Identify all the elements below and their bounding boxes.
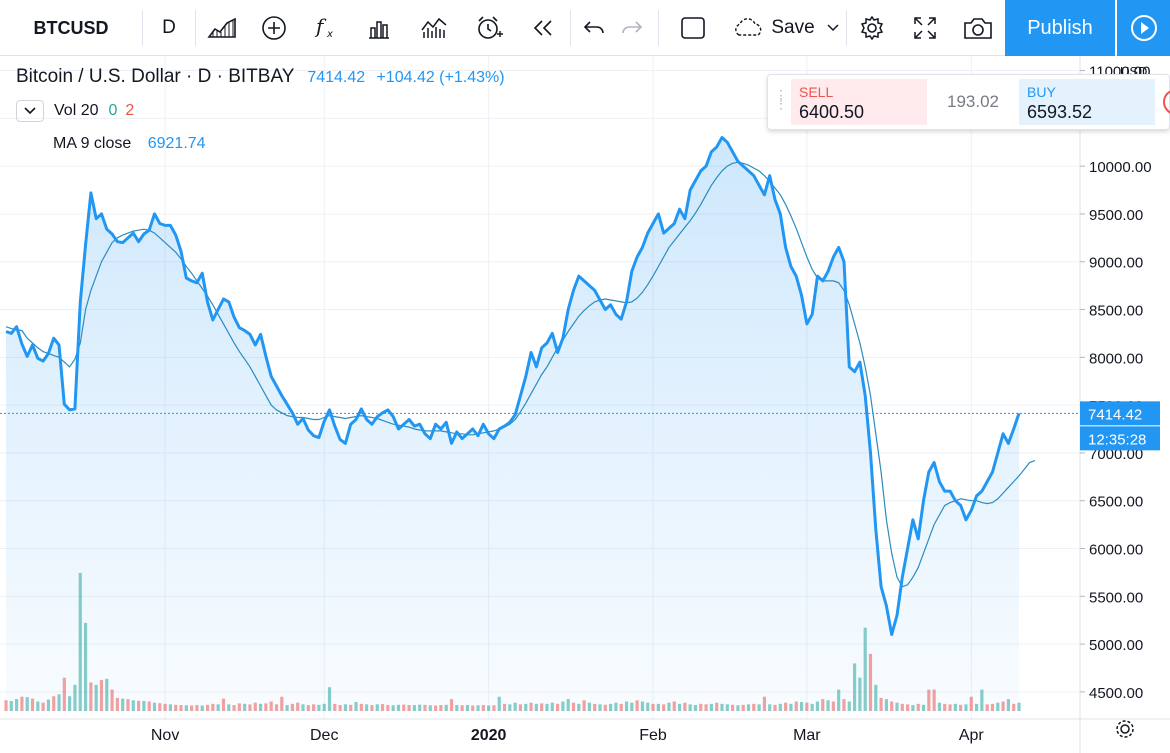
buy-price: 6593.52: [1027, 102, 1093, 122]
buy-button[interactable]: BUY 6593.52: [1019, 79, 1155, 125]
undo-icon[interactable]: [571, 0, 617, 56]
legend-title: Bitcoin / U.S. Dollar · D · BITBAY: [16, 66, 295, 87]
sell-price: 6400.50: [799, 102, 865, 122]
expand-icon[interactable]: [897, 0, 953, 56]
publish-button[interactable]: Publish: [1005, 0, 1115, 56]
last-price-tag: [1080, 401, 1160, 426]
vol-label: Vol 20: [54, 102, 99, 119]
gear-icon[interactable]: [847, 0, 897, 56]
fullscreen-box-icon[interactable]: [667, 0, 719, 56]
collapse-legend-button[interactable]: [16, 100, 44, 122]
x-tick-label: 2020: [471, 727, 507, 744]
chart-type-icon[interactable]: [196, 0, 248, 56]
save-button[interactable]: Save: [726, 0, 844, 56]
save-label: Save: [771, 17, 815, 38]
toolbar-divider: [658, 10, 659, 46]
chevron-down-icon: [827, 24, 839, 32]
countdown-text: 12:35:28: [1088, 431, 1146, 448]
y-tick-label: 10000.00: [1089, 159, 1152, 176]
legend-price: 7414.42: [307, 69, 366, 86]
chevron-down-icon: [24, 107, 36, 115]
symbol-search-button[interactable]: BTCUSD: [33, 17, 109, 38]
y-tick-label: 5500.00: [1089, 589, 1143, 606]
camera-icon[interactable]: [953, 0, 1003, 56]
price-area: [6, 137, 1019, 711]
sell-label: SELL: [799, 84, 834, 100]
x-tick-label: Dec: [310, 727, 338, 744]
x-tick-label: Nov: [151, 727, 179, 744]
sell-button[interactable]: SELL 6400.50: [791, 79, 927, 125]
countdown-tag: [1080, 426, 1160, 451]
alert-icon[interactable]: [462, 0, 516, 56]
toolbar-divider: [846, 10, 847, 46]
ma-value: 6921.74: [147, 135, 206, 152]
y-tick-label: 6500.00: [1089, 494, 1143, 511]
interval-button[interactable]: D: [162, 17, 176, 38]
legend-change: +104.42 (+1.43%): [376, 69, 505, 86]
y-tick-label: 5000.00: [1089, 637, 1143, 654]
volume-legend: Vol 20 0 2: [16, 100, 134, 122]
svg-text:f: f: [314, 15, 327, 38]
y-tick-label: 8500.00: [1089, 303, 1143, 320]
compare-add-icon[interactable]: [248, 0, 300, 56]
svg-text:x: x: [326, 29, 333, 40]
ma-label: MA 9 close: [53, 135, 132, 152]
ma-line: [5, 161, 1036, 588]
drag-handle-icon[interactable]: ⋮ ⋮: [774, 87, 788, 111]
time-axis[interactable]: Nov Dec 2020 Feb Mar Apr: [0, 718, 1170, 744]
play-icon[interactable]: [1117, 0, 1170, 56]
toolbar-divider: [195, 10, 196, 46]
ma-legend: MA 9 close 6921.74: [53, 135, 206, 153]
vol-value-2: 2: [125, 102, 135, 119]
templates-icon[interactable]: [406, 0, 462, 56]
buy-sell-panel: ⋮ ⋮ SELL 6400.50 193.02 BUY 6593.52: [767, 74, 1170, 130]
last-price-text: 7414.42: [1088, 406, 1142, 423]
spread-value: 193.02: [947, 92, 999, 111]
redo-icon[interactable]: [610, 0, 654, 56]
x-tick-label: Mar: [793, 727, 821, 744]
x-tick-label: Apr: [959, 727, 985, 744]
chart-legend: Bitcoin / U.S. Dollar · D · BITBAY 7414.…: [16, 66, 505, 88]
x-tick-label: Feb: [639, 727, 667, 744]
vol-value-1: 0: [108, 102, 118, 119]
financials-icon[interactable]: [352, 0, 406, 56]
y-tick-label: 8000.00: [1089, 350, 1143, 367]
panel-toggle-icon[interactable]: [1163, 89, 1170, 115]
axis-settings-icon: [1116, 720, 1134, 738]
y-tick-label: 9500.00: [1089, 207, 1143, 224]
y-tick-label: 9000.00: [1089, 255, 1143, 272]
price-tags: 7414.42 12:35:28: [1080, 401, 1160, 451]
replay-icon[interactable]: [516, 0, 570, 56]
price-chart[interactable]: 11000.0010500.0010000.009500.009000.0085…: [0, 56, 1170, 753]
y-tick-label: 6000.00: [1089, 542, 1143, 559]
toolbar-divider: [570, 10, 571, 46]
toolbar-divider: [142, 10, 143, 46]
price-line: [5, 136, 1021, 636]
buy-label: BUY: [1027, 84, 1056, 100]
cloud-icon: [735, 18, 762, 36]
y-tick-label: 4500.00: [1089, 685, 1143, 702]
